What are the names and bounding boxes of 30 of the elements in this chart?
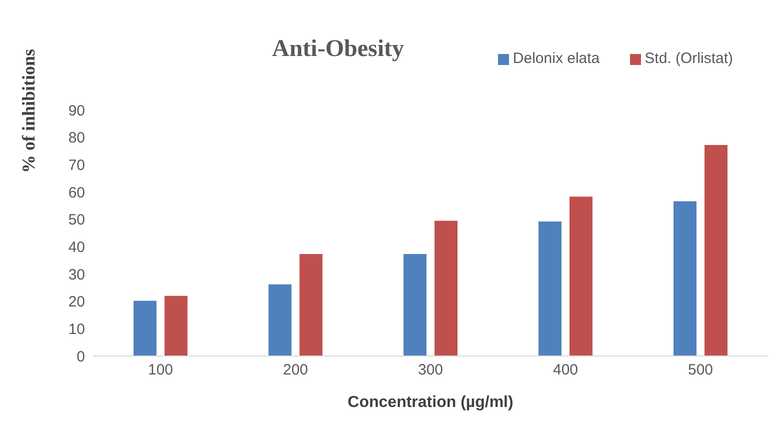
- x-axis-title: Concentration (µg/ml): [348, 394, 514, 411]
- y-tick-label: 60: [68, 184, 85, 202]
- y-tick-label: 70: [68, 156, 85, 174]
- chart-title: Anti-Obesity: [271, 36, 405, 63]
- x-tick-label: 100: [148, 362, 174, 379]
- bar: [300, 254, 322, 356]
- bar: [404, 254, 426, 356]
- bar: [434, 220, 458, 356]
- bar: [570, 196, 592, 356]
- y-tick-label: 10: [68, 320, 85, 338]
- bar: [704, 144, 728, 356]
- y-tick-label: 80: [68, 130, 85, 147]
- legend-label: Std. (Orlistat): [644, 50, 733, 67]
- y-tick-label: 50: [68, 212, 85, 229]
- x-tick-label: 500: [688, 362, 714, 379]
- x-tick-label: 400: [552, 362, 578, 379]
- bar: [268, 284, 292, 356]
- y-tick-label: 0: [76, 348, 85, 366]
- legend-label: Delonix elata: [512, 50, 600, 67]
- bar: [164, 296, 188, 356]
- y-tick-label: 30: [68, 266, 85, 284]
- x-tick-label: 200: [282, 362, 308, 379]
- y-tick-label: 20: [68, 294, 85, 311]
- x-tick-label: 300: [418, 362, 444, 379]
- y-tick-label: 40: [68, 238, 85, 256]
- bar: [538, 222, 562, 356]
- y-axis-title: % of inhibitions: [18, 48, 38, 173]
- bar: [134, 300, 156, 356]
- bar: [674, 201, 696, 356]
- y-tick-label: 90: [68, 102, 85, 120]
